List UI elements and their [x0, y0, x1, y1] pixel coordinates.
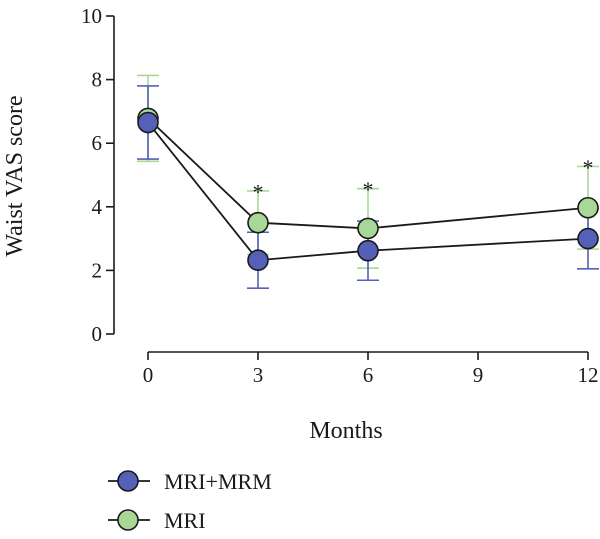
legend-label-0: MRI+MRM: [164, 469, 272, 494]
series-layer: [137, 74, 599, 290]
x-tick-label-0: 0: [143, 363, 154, 387]
x-tick-label-4: 12: [578, 363, 599, 387]
annotations: * * *: [253, 155, 594, 204]
legend-item-1: MRI: [108, 508, 206, 533]
y-tick-label-3: 6: [92, 131, 103, 155]
legend-item-0: MRI+MRM: [108, 469, 272, 494]
point-1-2: [357, 217, 379, 240]
point-1-3: [577, 196, 599, 219]
significance-marker-0: *: [253, 179, 264, 204]
point-0-1: [247, 249, 269, 272]
x-tick-label-2: 6: [363, 363, 374, 387]
series-line-1: [147, 117, 589, 230]
y-tick-label-5: 10: [81, 4, 102, 28]
point-0-2: [357, 239, 379, 262]
y-tick-label-2: 4: [92, 195, 103, 219]
x-axis-label: Months: [309, 418, 382, 444]
y-tick-label-4: 8: [92, 68, 103, 92]
series-line-0: [147, 121, 589, 262]
legend-marker: [117, 509, 139, 531]
legend-marker: [117, 470, 139, 492]
axes: 0 2 4 6 8 10 0 3 6 9 12: [81, 4, 599, 387]
point-0-3: [577, 227, 599, 250]
point-0-0: [137, 111, 159, 134]
point-1-1: [247, 211, 269, 234]
y-tick-label-1: 2: [92, 258, 103, 282]
y-tick-label-0: 0: [92, 322, 103, 346]
x-tick-label-3: 9: [473, 363, 484, 387]
significance-marker-1: *: [363, 177, 374, 202]
y-axis-label: Waist VAS score: [2, 95, 28, 256]
significance-marker-2: *: [583, 155, 594, 180]
legend: MRI+MRM MRI: [108, 469, 272, 533]
legend-label-1: MRI: [164, 508, 206, 533]
x-tick-label-1: 3: [253, 363, 264, 387]
